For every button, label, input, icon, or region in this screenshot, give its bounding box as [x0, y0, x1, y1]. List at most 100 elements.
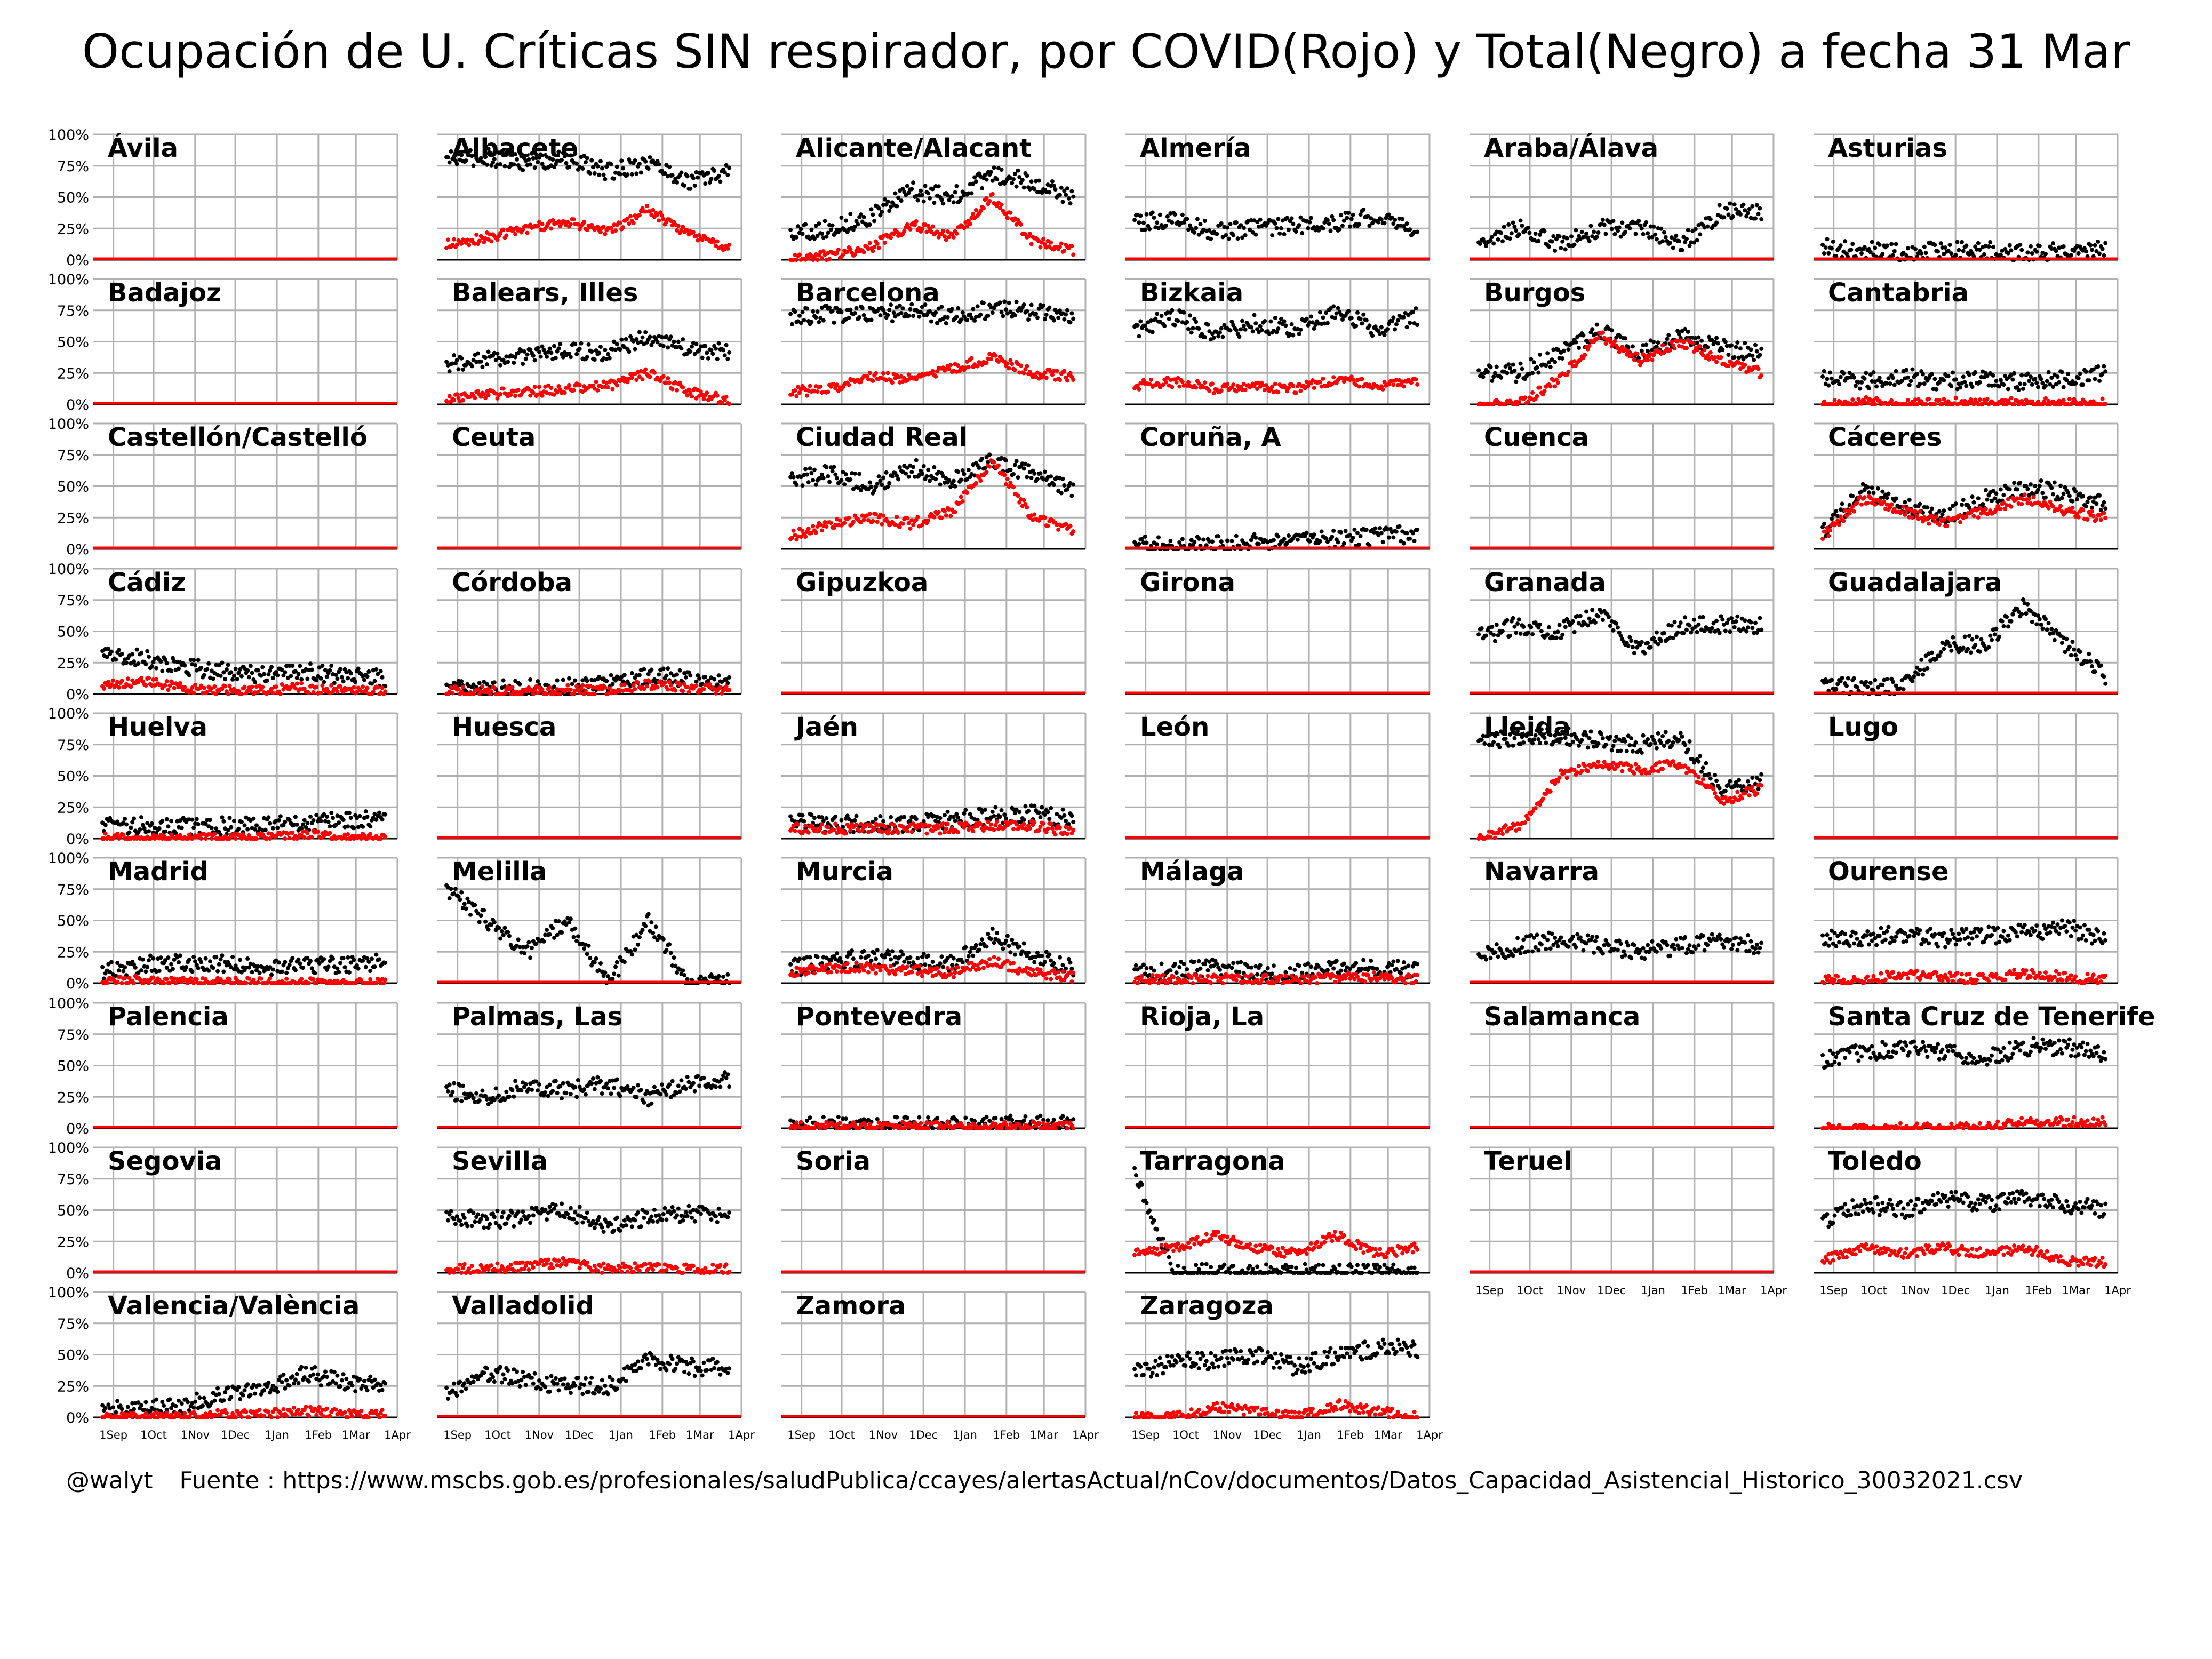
total-point [1331, 218, 1336, 222]
total-point [2007, 487, 2012, 492]
total-point [105, 655, 109, 659]
covid-point [791, 528, 796, 533]
total-point [1235, 236, 1240, 241]
total-point [1014, 184, 1019, 189]
total-point [1044, 312, 1049, 317]
total-point [1918, 501, 1922, 506]
total-point [826, 230, 831, 235]
total-point [1321, 226, 1325, 231]
covid-point [371, 689, 376, 694]
covid-point [727, 243, 732, 248]
covid-point [2094, 517, 2099, 522]
panel-title: Coruña, A [1140, 422, 1281, 452]
total-point [574, 352, 579, 356]
total-point [2097, 493, 2102, 498]
covid-point [972, 216, 977, 220]
panel-title: Badajoz [108, 278, 221, 308]
covid-point [634, 378, 639, 382]
panel-title: Asturias [1828, 133, 1947, 163]
total-point [1273, 221, 1277, 226]
total-point [909, 187, 914, 192]
covid-point [1942, 517, 1946, 522]
covid-point [724, 394, 729, 399]
covid-point [867, 512, 872, 516]
covid-point [820, 528, 824, 533]
total-point [308, 661, 313, 666]
total-point [869, 484, 874, 489]
total-point [205, 667, 210, 672]
total-point [1955, 240, 1960, 244]
covid-point [1708, 350, 1713, 355]
total-point [589, 349, 594, 354]
total-point [1852, 375, 1856, 380]
total-point [2006, 387, 2010, 392]
total-point [562, 154, 567, 158]
total-point [1508, 236, 1512, 241]
total-point [568, 153, 573, 158]
total-point [523, 356, 528, 361]
total-point [821, 476, 826, 481]
total-point [980, 457, 985, 461]
total-point [299, 677, 304, 682]
total-point [1973, 370, 1978, 374]
total-point [526, 157, 531, 162]
total-point [1820, 374, 1825, 379]
covid-point [797, 252, 802, 257]
total-point [2078, 371, 2082, 376]
covid-point [954, 231, 959, 236]
total-point [1829, 516, 1834, 521]
total-point [1358, 533, 1363, 538]
total-point [1347, 224, 1352, 229]
covid-point [999, 202, 1004, 207]
total-point [1850, 493, 1855, 498]
covid-point [182, 685, 187, 690]
covid-point [875, 241, 880, 246]
covid-point [1069, 244, 1074, 249]
total-point [806, 480, 811, 485]
total-point [1826, 383, 1831, 388]
total-point [1890, 253, 1895, 258]
covid-point [984, 196, 989, 201]
total-point [1977, 380, 1982, 385]
total-point [1998, 378, 2003, 382]
total-point [890, 319, 895, 324]
total-point [2088, 243, 2093, 248]
total-point [1665, 337, 1670, 341]
total-point [832, 465, 836, 469]
total-point [1560, 356, 1565, 361]
total-point [972, 175, 977, 180]
total-point [1011, 177, 1016, 182]
total-point [538, 152, 543, 157]
total-point [1012, 313, 1017, 317]
covid-point [929, 229, 933, 234]
total-point [1210, 539, 1215, 544]
total-point [878, 213, 883, 218]
covid-point [125, 676, 130, 681]
covid-point [1005, 476, 1010, 481]
total-point [521, 168, 525, 172]
covid-point [365, 685, 370, 690]
total-point [1949, 251, 1954, 256]
total-point [1240, 318, 1245, 323]
total-point [1068, 201, 1073, 206]
total-point [1159, 314, 1164, 318]
panel-title: Cuenca [1484, 422, 1589, 452]
y-tick-label: 0% [66, 687, 89, 703]
total-point [1137, 220, 1141, 225]
covid-point [880, 522, 884, 527]
total-point [927, 478, 932, 483]
total-point [1530, 371, 1535, 376]
total-point [1875, 486, 1880, 491]
total-point [378, 669, 383, 674]
total-point [324, 674, 329, 679]
total-point [895, 204, 899, 209]
total-point [722, 170, 727, 175]
total-point [1376, 220, 1381, 225]
total-point [202, 673, 206, 677]
total-point [921, 199, 926, 204]
total-point [1277, 231, 1282, 236]
total-point [537, 349, 541, 354]
covid-point [1057, 378, 1062, 382]
covid-point [562, 390, 567, 395]
covid-point [667, 380, 672, 385]
